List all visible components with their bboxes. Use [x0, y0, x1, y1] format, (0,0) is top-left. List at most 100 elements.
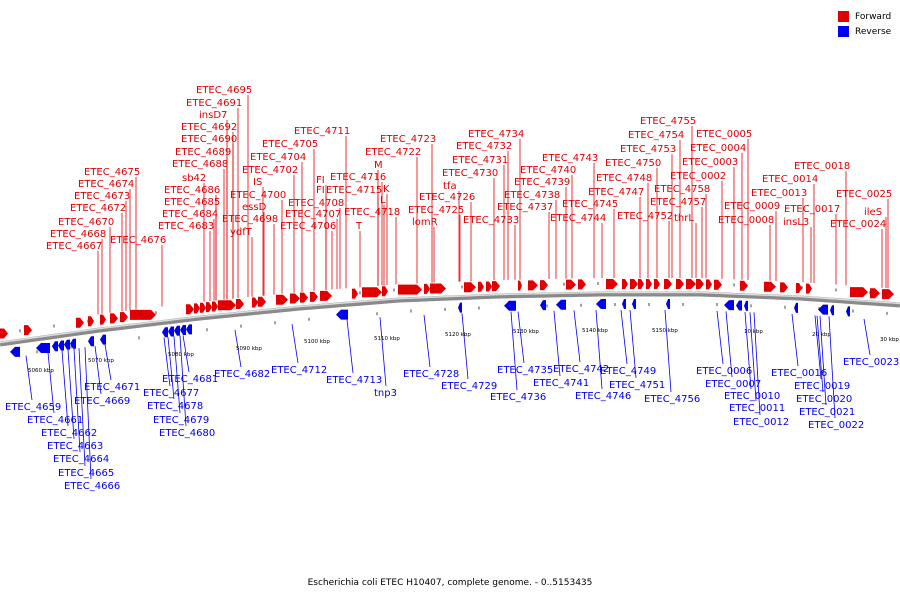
forward-gene-arrow	[212, 301, 218, 312]
reverse-gene-label: ETEC_0012	[733, 417, 789, 428]
reverse-gene-label: ETEC_4663	[47, 441, 103, 452]
reverse-gene-arrow	[556, 299, 566, 310]
scale-label: 5090 kbp	[236, 346, 262, 352]
backbone-line	[0, 291, 900, 347]
scale-label: 5140 kbp	[582, 328, 608, 334]
forward-gene-label: ETEC_0008	[718, 215, 774, 226]
reverse-gene-arrow	[70, 338, 76, 349]
reverse-gene-label: ETEC_4680	[159, 428, 215, 439]
reverse-gene-arrow	[830, 305, 834, 316]
forward-gene-label: M	[374, 160, 383, 171]
reverse-gene-label: ETEC_4742	[553, 364, 609, 375]
label-leader-lines	[25, 95, 889, 480]
reverse-gene-arrow	[666, 299, 670, 309]
forward-gene-arrow	[518, 280, 522, 291]
forward-gene-arrow	[780, 282, 788, 293]
forward-gene-arrow	[320, 290, 332, 301]
reverse-gene-arrow	[632, 299, 636, 309]
forward-gene-label: ETEC_4732	[456, 141, 512, 152]
reverse-gene-label: ETEC_0021	[799, 407, 855, 418]
gene-labels: ETEC_4667ETEC_4668ETEC_4670ETEC_4672ETEC…	[5, 85, 899, 492]
reverse-gene-arrow	[540, 300, 546, 311]
forward-gene-arrow	[566, 279, 576, 290]
forward-gene-arrow	[252, 297, 258, 308]
genome-backbone	[0, 291, 900, 347]
leader-line	[716, 310, 724, 365]
forward-gene-label: ETEC_4748	[596, 173, 652, 184]
reverse-gene-arrow	[794, 302, 798, 313]
reverse-gene-label: ETEC_4664	[53, 454, 109, 465]
scale-label: 5130 kbp	[513, 329, 539, 335]
forward-gene-label: ETEC_4734	[468, 129, 524, 140]
forward-gene-arrow	[464, 282, 476, 293]
forward-gene-label: ydfT	[230, 227, 253, 238]
leader-line	[814, 315, 822, 380]
reverse-gene-label: ETEC_4756	[644, 394, 700, 405]
reverse-gene-label: ETEC_4728	[403, 369, 459, 380]
leader-line	[73, 348, 81, 453]
forward-gene-label: FI	[316, 185, 325, 196]
legend-reverse: Reverse	[838, 24, 891, 39]
forward-gene-arrow	[764, 281, 776, 292]
reverse-gene-label: ETEC_4736	[490, 392, 546, 403]
leader-line	[510, 311, 518, 391]
forward-gene-label: ETEC_4745	[562, 199, 618, 210]
leader-line	[828, 316, 836, 419]
forward-gene-label: ETEC_4686	[164, 185, 220, 196]
forward-gene-label: ETEC_4670	[58, 217, 114, 228]
reverse-gene-arrow	[336, 309, 348, 320]
forward-gene-arrow	[0, 328, 8, 339]
forward-gene-label: ETEC_4752	[617, 211, 673, 222]
forward-gene-label: ETEC_0017	[784, 204, 840, 215]
forward-gene-arrow	[110, 313, 118, 324]
forward-gene-arrow	[850, 287, 868, 298]
legend-forward-label: Forward	[855, 11, 892, 22]
scale-label: 5060 kbp	[28, 368, 54, 374]
reverse-gene-arrow	[596, 299, 606, 309]
leader-line	[753, 312, 761, 416]
leader-line	[163, 337, 171, 387]
reverse-gene-label: ETEC_0011	[729, 403, 785, 414]
forward-gene-arrow	[236, 299, 244, 309]
leader-line	[84, 347, 92, 480]
forward-gene-label: ETEC_4672	[70, 203, 126, 214]
reverse-gene-label: ETEC_4746	[575, 391, 631, 402]
forward-gene-arrow	[796, 282, 802, 293]
forward-gene-arrow	[714, 279, 722, 290]
leader-line	[749, 312, 757, 402]
forward-gene-label: ETEC_4691	[186, 98, 242, 109]
forward-gene-label: ETEC_4747	[588, 187, 644, 198]
forward-gene-label: ileS	[864, 207, 882, 218]
forward-gene-label: ETEC_4683	[158, 221, 214, 232]
forward-gene-label: tfa	[443, 181, 457, 192]
forward-gene-label: ETEC_4744	[550, 213, 606, 224]
forward-gene-arrow	[654, 279, 660, 289]
forward-gene-label: ETEC_4716	[330, 172, 386, 183]
forward-gene-label: lomR	[412, 217, 438, 228]
forward-gene-arrow	[646, 279, 652, 289]
scale-label: 5150 kbp	[652, 328, 678, 334]
reverse-gene-label: ETEC_4669	[74, 396, 130, 407]
leader-line	[182, 335, 190, 373]
forward-gene-arrow	[382, 286, 388, 297]
forward-gene-label: ETEC_4753	[620, 144, 676, 155]
forward-gene-arrow	[300, 292, 308, 303]
forward-gene-label: IS	[253, 177, 262, 188]
reverse-gene-label: ETEC_4666	[64, 481, 120, 492]
forward-gene-arrow	[528, 280, 538, 291]
forward-gene-arrow	[362, 287, 382, 298]
leader-line	[291, 324, 299, 364]
forward-gene-label: ETEC_4676	[110, 235, 166, 246]
reverse-gene-label: ETEC_4735	[497, 365, 553, 376]
forward-gene-arrow	[638, 279, 644, 289]
forward-gene-label: FI	[316, 175, 325, 186]
scale-label: 5110 kbp	[374, 336, 400, 342]
leader-line	[234, 329, 242, 368]
leader-line	[517, 311, 525, 364]
leader-line	[25, 355, 33, 401]
scale-label: 5070 kbp	[88, 358, 114, 364]
forward-gene-label: ETEC_4726	[419, 192, 475, 203]
forward-gene-label: ETEC_4757	[650, 197, 706, 208]
leader-line	[553, 310, 561, 377]
reverse-gene-label: ETEC_4713	[326, 375, 382, 386]
